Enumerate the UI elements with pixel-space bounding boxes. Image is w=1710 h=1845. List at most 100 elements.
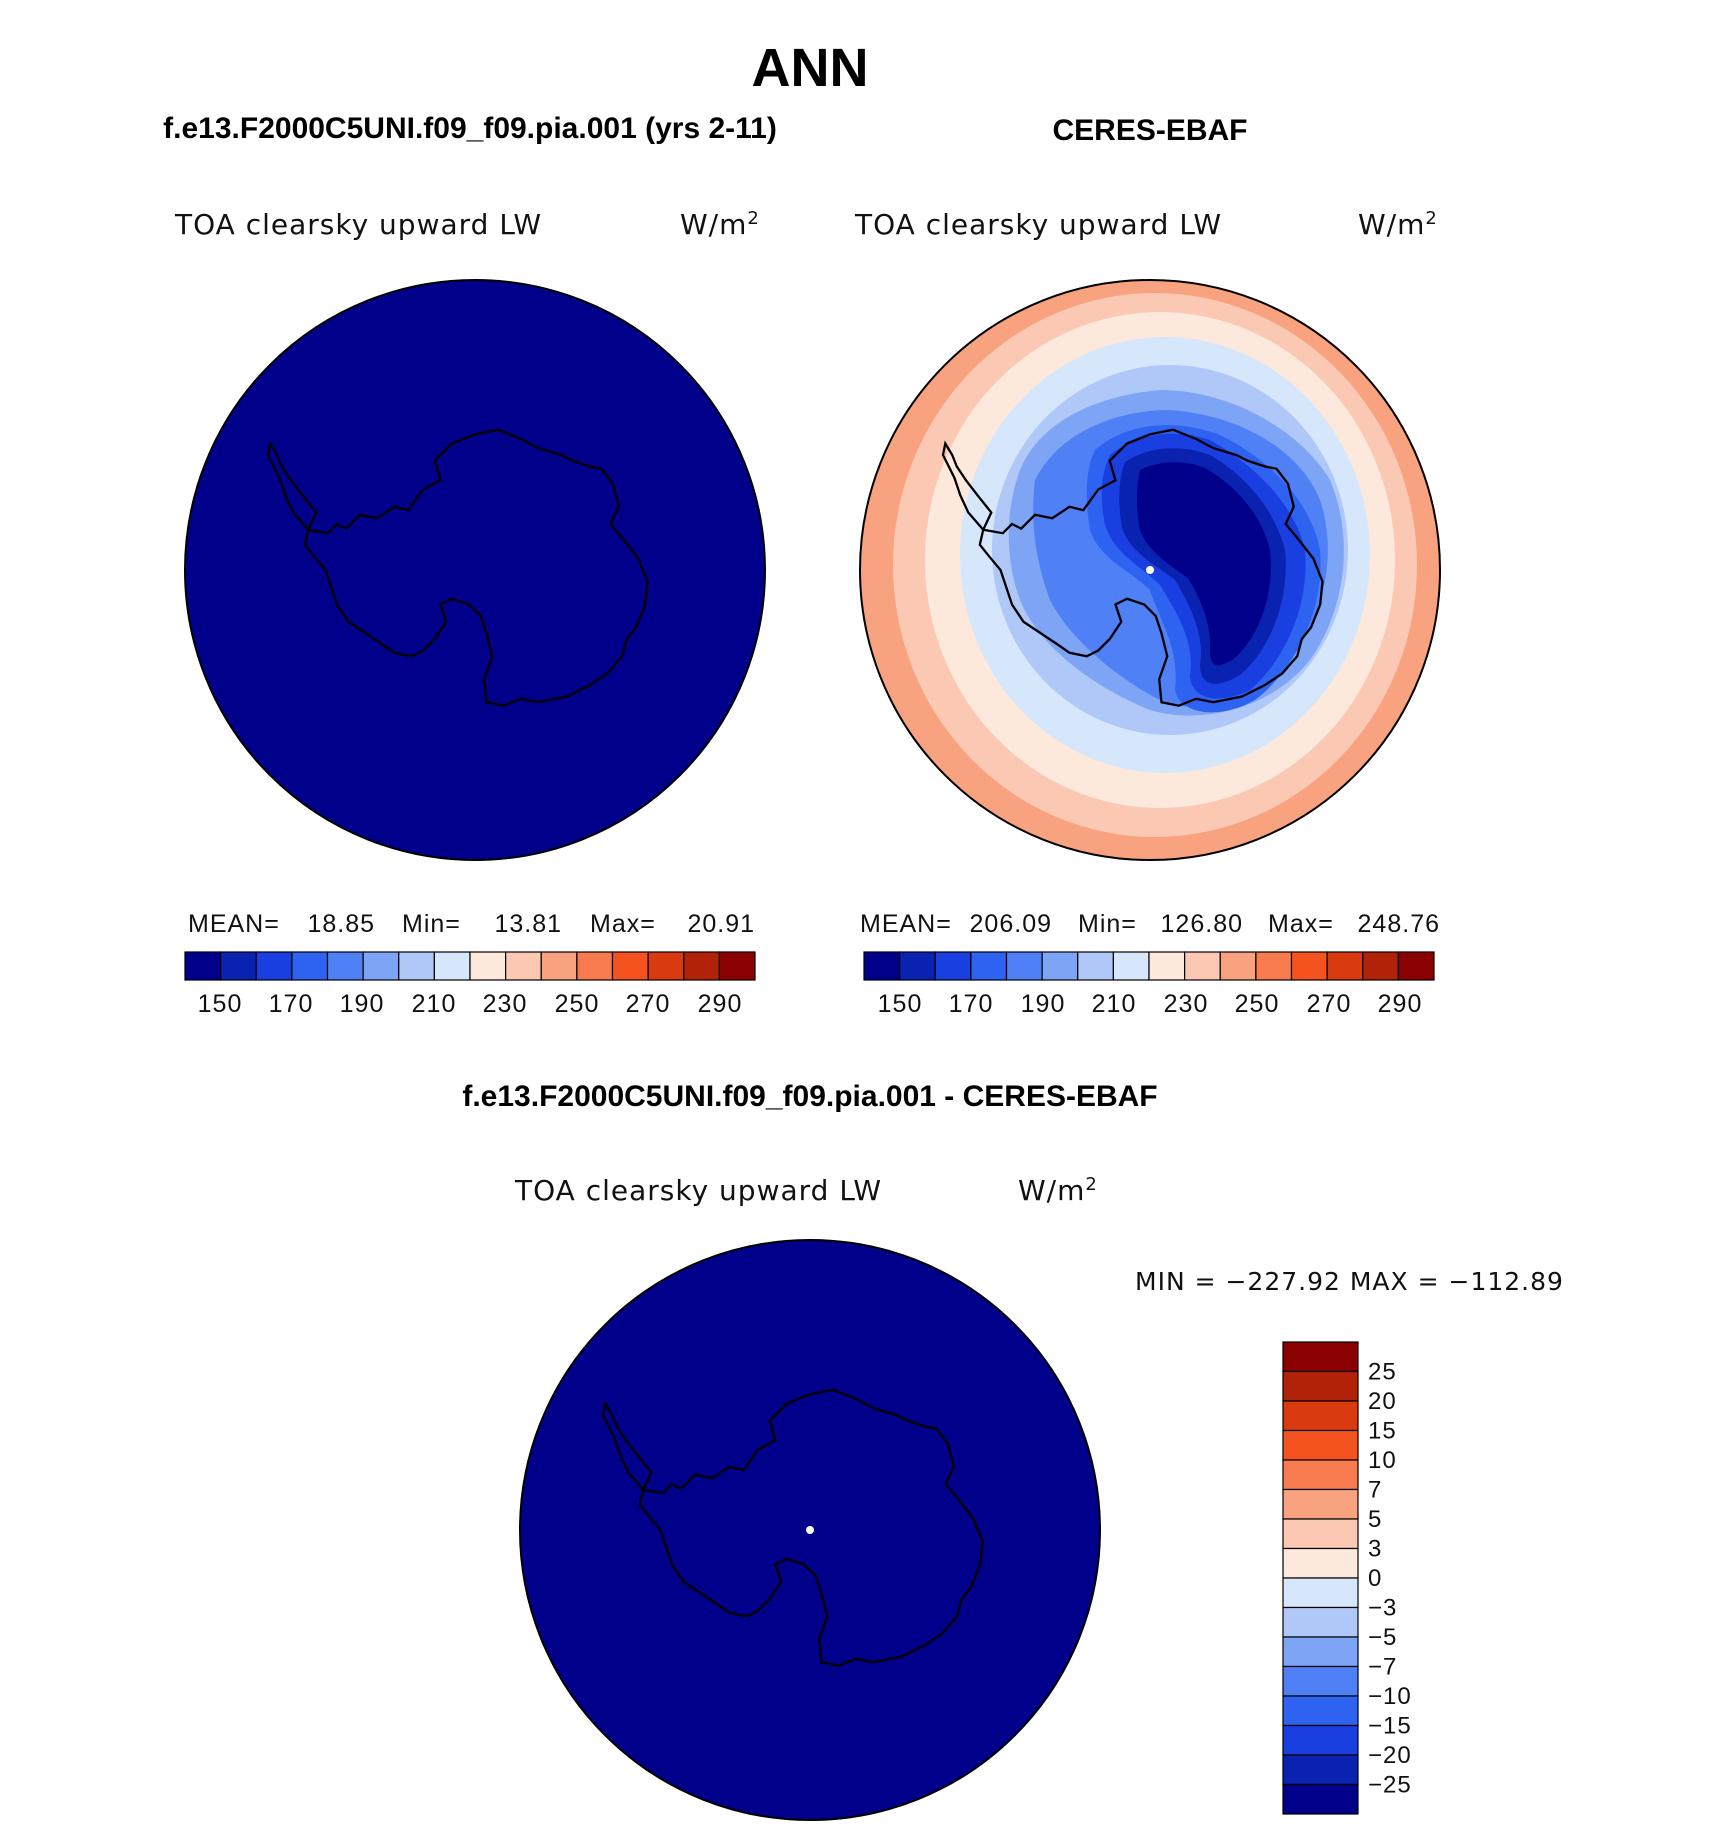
colorbar-swatch bbox=[1282, 1488, 1359, 1520]
colorbar-tick: 210 bbox=[1092, 990, 1137, 1018]
polar-map bbox=[519, 1239, 1101, 1821]
stats-line: MEAN= 206.09 Min= 126.80 Max= 248.76 bbox=[860, 910, 1440, 938]
difference-panel: f.e13.F2000C5UNI.f09_f09.pia.001 - CERES… bbox=[462, 1080, 1564, 1821]
mean-value: 18.85 bbox=[307, 910, 375, 938]
colorbar-tick: 3 bbox=[1368, 1536, 1382, 1563]
stats-line: MEAN= 18.85 Min= 13.81 Max= 20.91 bbox=[188, 910, 755, 938]
colorbar-swatch bbox=[1362, 951, 1399, 981]
colorbar-swatch bbox=[1219, 951, 1257, 981]
colorbar-swatch bbox=[1148, 951, 1186, 981]
variable-label: TOA clearsky upward LW bbox=[854, 208, 1222, 241]
min-label: Min= bbox=[1078, 910, 1137, 938]
colorbar-tick: 150 bbox=[198, 990, 243, 1018]
colorbar-swatch bbox=[505, 951, 542, 981]
colorbar-swatch bbox=[220, 951, 257, 981]
colorbar-swatch bbox=[1282, 1341, 1359, 1373]
units-base: W/m bbox=[1358, 208, 1425, 241]
max-label: Max= bbox=[590, 910, 656, 938]
colorbar-tick: 7 bbox=[1368, 1477, 1382, 1504]
colorbar-swatch bbox=[1282, 1783, 1359, 1815]
units-label: W/m2 bbox=[1018, 1174, 1098, 1207]
colorbar-swatch bbox=[1282, 1429, 1359, 1461]
colorbar-swatch bbox=[1326, 951, 1364, 981]
polar-map bbox=[184, 279, 766, 861]
units-label: W/m2 bbox=[1358, 208, 1438, 241]
mean-label: MEAN= bbox=[860, 910, 952, 938]
colorbar-swatch bbox=[1005, 951, 1043, 981]
colorbar-tick: 190 bbox=[340, 990, 385, 1018]
colorbar-swatch bbox=[683, 951, 720, 981]
colorbar-tick: 25 bbox=[1368, 1359, 1397, 1386]
figure-title: ANN bbox=[752, 38, 869, 98]
colorbar-swatch bbox=[291, 951, 329, 981]
colorbar-swatch bbox=[1282, 1577, 1359, 1609]
colorbar-swatch bbox=[184, 951, 222, 981]
max-value: 20.91 bbox=[687, 910, 755, 938]
south-pole-marker bbox=[1146, 566, 1154, 574]
variable-label: TOA clearsky upward LW bbox=[174, 208, 542, 241]
colorbar-tick: 210 bbox=[412, 990, 457, 1018]
colorbar-tick: −25 bbox=[1368, 1772, 1412, 1799]
map-border bbox=[519, 1239, 1101, 1821]
colorbar-swatch bbox=[576, 951, 614, 981]
min-label: Min= bbox=[402, 910, 461, 938]
colorbar-tick: 250 bbox=[555, 990, 600, 1018]
units-exponent: 2 bbox=[747, 208, 759, 229]
colorbar-swatch bbox=[611, 951, 649, 981]
colorbar-tick: 170 bbox=[949, 990, 994, 1018]
colorbar-swatch bbox=[1112, 951, 1150, 981]
colorbar-tick: 290 bbox=[698, 990, 743, 1018]
map-border bbox=[184, 279, 766, 861]
colorbar bbox=[184, 951, 756, 981]
model-panel: TOA clearsky upward LW W/m2 MEAN= 18.85 … bbox=[174, 208, 766, 1018]
colorbar-swatch bbox=[1282, 1754, 1359, 1786]
colorbar bbox=[863, 951, 1435, 981]
mean-value: 206.09 bbox=[970, 910, 1052, 938]
map-border bbox=[859, 279, 1441, 861]
colorbar-tick: 170 bbox=[269, 990, 314, 1018]
model-case-header: f.e13.F2000C5UNI.f09_f09.pia.001 (yrs 2-… bbox=[163, 112, 777, 145]
colorbar-tick: −10 bbox=[1368, 1683, 1412, 1710]
colorbar-tick: 190 bbox=[1021, 990, 1066, 1018]
colorbar-tick: 5 bbox=[1368, 1506, 1382, 1533]
colorbar-swatch bbox=[1282, 1547, 1359, 1579]
colorbar-tick: −20 bbox=[1368, 1742, 1412, 1769]
obs-panel: TOA clearsky upward LW W/m2 bbox=[854, 208, 1441, 1018]
colorbar-swatch bbox=[326, 951, 364, 981]
colorbar-swatch bbox=[1282, 1400, 1359, 1432]
colorbar-tick: 290 bbox=[1378, 990, 1423, 1018]
colorbar-swatch bbox=[1282, 1665, 1359, 1697]
max-value: 248.76 bbox=[1358, 910, 1440, 938]
colorbar-tick: −5 bbox=[1368, 1624, 1397, 1651]
colorbar-swatch bbox=[1282, 1459, 1359, 1491]
colorbar-tick: −7 bbox=[1368, 1654, 1397, 1681]
colorbar-tick: 270 bbox=[1307, 990, 1352, 1018]
colorbar-swatch bbox=[1077, 951, 1114, 981]
obs-dataset-header: CERES-EBAF bbox=[1052, 114, 1247, 147]
units-exponent: 2 bbox=[1085, 1174, 1097, 1195]
colorbar-swatch bbox=[433, 951, 471, 981]
colorbar-swatch bbox=[540, 951, 578, 981]
colorbar-swatch bbox=[970, 951, 1008, 981]
colorbar-tick: 150 bbox=[878, 990, 923, 1018]
units-base: W/m bbox=[1018, 1174, 1085, 1207]
colorbar-swatch bbox=[1282, 1695, 1359, 1727]
colorbar-swatch bbox=[899, 951, 936, 981]
variable-label: TOA clearsky upward LW bbox=[514, 1174, 882, 1207]
colorbar-swatch bbox=[863, 951, 901, 981]
units-base: W/m bbox=[680, 208, 747, 241]
colorbar-swatch bbox=[1282, 1518, 1359, 1550]
colorbar-swatch bbox=[398, 951, 435, 981]
colorbar-swatch bbox=[362, 951, 400, 981]
colorbar-tick-labels: 150 170 190 210 230 250 270 290 bbox=[878, 990, 1423, 1018]
min-max-label: MIN = −227.92 MAX = −112.89 bbox=[1135, 1267, 1564, 1296]
max-label: Max= bbox=[1268, 910, 1334, 938]
units-label: W/m2 bbox=[680, 208, 760, 241]
colorbar-swatch bbox=[718, 951, 756, 981]
colorbar-swatch bbox=[1184, 951, 1221, 981]
colorbar-swatch bbox=[1255, 951, 1293, 981]
colorbar-tick: 20 bbox=[1368, 1388, 1397, 1415]
colorbar-tick: 250 bbox=[1235, 990, 1280, 1018]
